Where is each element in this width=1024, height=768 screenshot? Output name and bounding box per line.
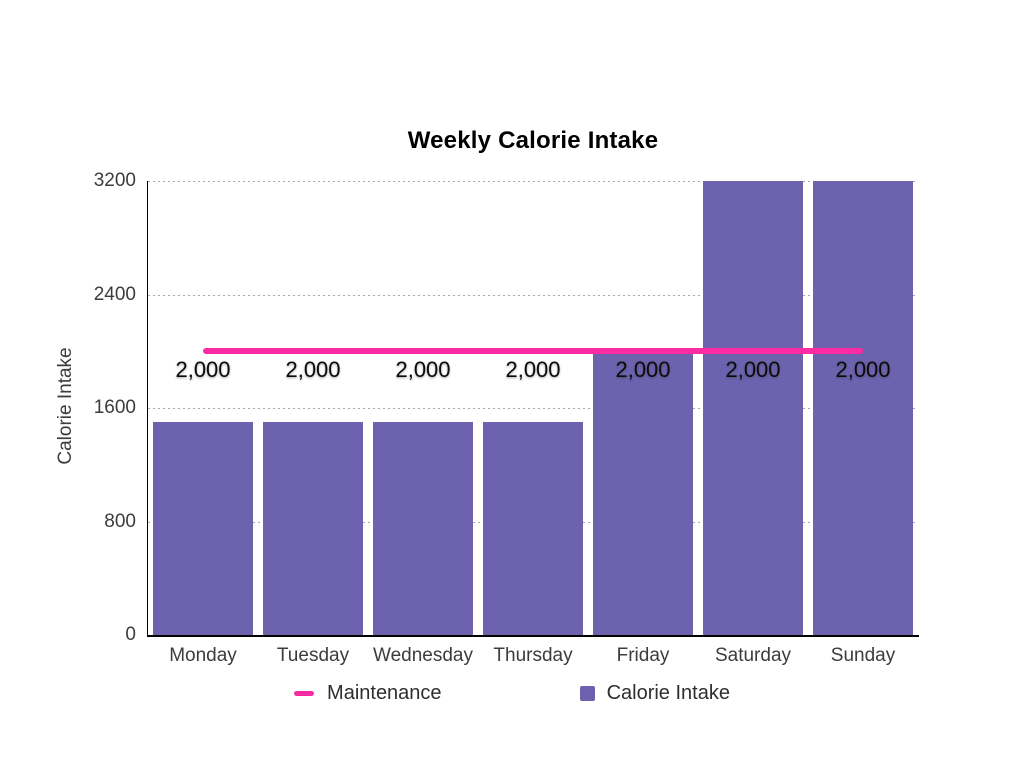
x-axis-line bbox=[147, 635, 919, 637]
grid-line-2400 bbox=[148, 294, 918, 296]
y-tick-3200: 3200 bbox=[93, 170, 136, 191]
grid-line-1600 bbox=[148, 408, 918, 409]
legend: Maintenance Calorie Intake bbox=[0, 682, 1024, 705]
grid-line-3200 bbox=[148, 181, 918, 182]
y-tick-0: 0 bbox=[125, 624, 136, 645]
x-label-monday: Monday bbox=[169, 645, 237, 666]
point-label-wednesday: 2,000 bbox=[395, 357, 451, 383]
point-label-thursday: 2,000 bbox=[505, 357, 561, 383]
legend-label-calorie-intake: Calorie Intake bbox=[606, 682, 730, 704]
y-tick-800: 800 bbox=[104, 510, 136, 532]
x-label-saturday: Saturday bbox=[714, 645, 792, 666]
legend-square-swatch-icon bbox=[579, 686, 595, 701]
point-label-saturday: 2,000 bbox=[725, 357, 781, 383]
legend-label-maintenance: Maintenance bbox=[327, 682, 442, 704]
point-label-monday: 2,000 bbox=[175, 357, 231, 383]
x-label-sunday: Sunday bbox=[830, 645, 896, 666]
bar-saturday bbox=[703, 181, 803, 635]
bar-monday bbox=[153, 422, 253, 635]
bar-wednesday bbox=[373, 422, 473, 635]
legend-item-calorie-intake: Calorie Intake bbox=[579, 682, 730, 705]
x-label-friday: Friday bbox=[616, 645, 670, 666]
point-label-friday: 2,000 bbox=[615, 357, 671, 383]
y-tick-2400: 2400 bbox=[93, 283, 136, 305]
y-tick-1600: 1600 bbox=[93, 397, 136, 418]
bar-sunday bbox=[813, 181, 913, 635]
y-axis-line bbox=[147, 181, 148, 637]
plot-area: 2,000 2,000 2,000 2,000 2,000 2,000 2,000 bbox=[147, 181, 919, 637]
point-label-tuesday: 2,000 bbox=[285, 357, 341, 383]
x-label-tuesday: Tuesday bbox=[276, 645, 350, 666]
bar-friday bbox=[593, 351, 693, 635]
chart-title: Weekly Calorie Intake bbox=[407, 127, 659, 154]
x-label-thursday: Thursday bbox=[493, 645, 573, 666]
maintenance-line bbox=[203, 348, 863, 355]
legend-item-maintenance: Maintenance bbox=[294, 682, 442, 705]
bar-tuesday bbox=[263, 422, 363, 635]
point-label-sunday: 2,000 bbox=[835, 357, 891, 383]
bar-thursday bbox=[483, 422, 583, 635]
legend-line-swatch-icon bbox=[294, 691, 315, 696]
x-label-wednesday: Wednesday bbox=[373, 645, 473, 666]
